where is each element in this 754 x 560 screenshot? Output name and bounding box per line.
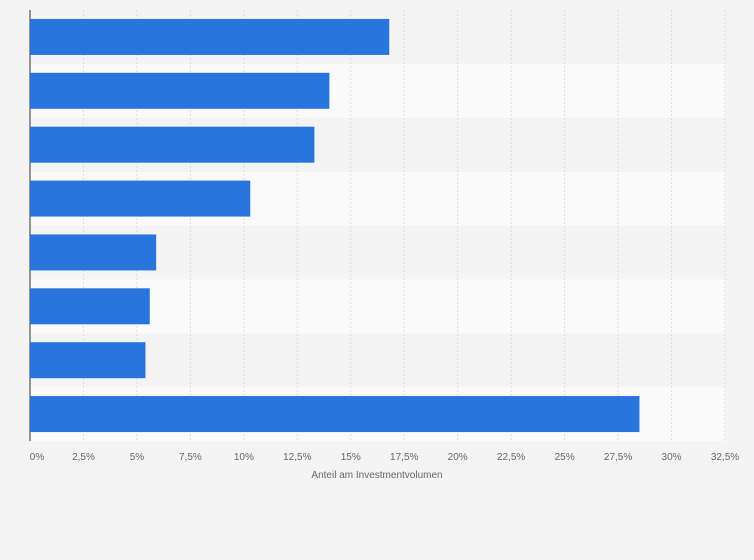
bar[interactable] — [30, 234, 157, 271]
x-tick-label: 25% — [555, 452, 575, 463]
x-tick-label: 2,5% — [72, 452, 95, 463]
bar[interactable] — [30, 288, 150, 325]
row-band — [30, 333, 725, 388]
bar[interactable] — [30, 126, 315, 163]
bar[interactable] — [30, 72, 330, 109]
x-tick-labels: 0% 2,5% 5% 7,5% 10% 12,5% 15% 17,5% 20% 22,5% 25% 2… — [30, 452, 740, 463]
x-tick-label: 10% — [234, 452, 254, 463]
x-tick-label: 12,5% — [283, 452, 311, 463]
x-tick-label: 0% — [30, 452, 45, 463]
x-tick-label: 30% — [662, 452, 682, 463]
x-tick-label: 15% — [341, 452, 361, 463]
x-tick-label: 32,5% — [711, 452, 739, 463]
x-tick-label: 22,5% — [497, 452, 525, 463]
x-axis-title: Anteil am Investmentvolumen — [311, 470, 442, 481]
x-tick-label: 27,5% — [604, 452, 632, 463]
x-tick-label: 17,5% — [390, 452, 418, 463]
x-tick-label: 20% — [448, 452, 468, 463]
x-tick-label: 7,5% — [179, 452, 202, 463]
bar[interactable] — [30, 18, 390, 55]
bar[interactable] — [30, 396, 640, 433]
bar[interactable] — [30, 180, 251, 217]
x-tick-label: 5% — [130, 452, 145, 463]
bars — [30, 18, 640, 433]
bar[interactable] — [30, 342, 146, 379]
